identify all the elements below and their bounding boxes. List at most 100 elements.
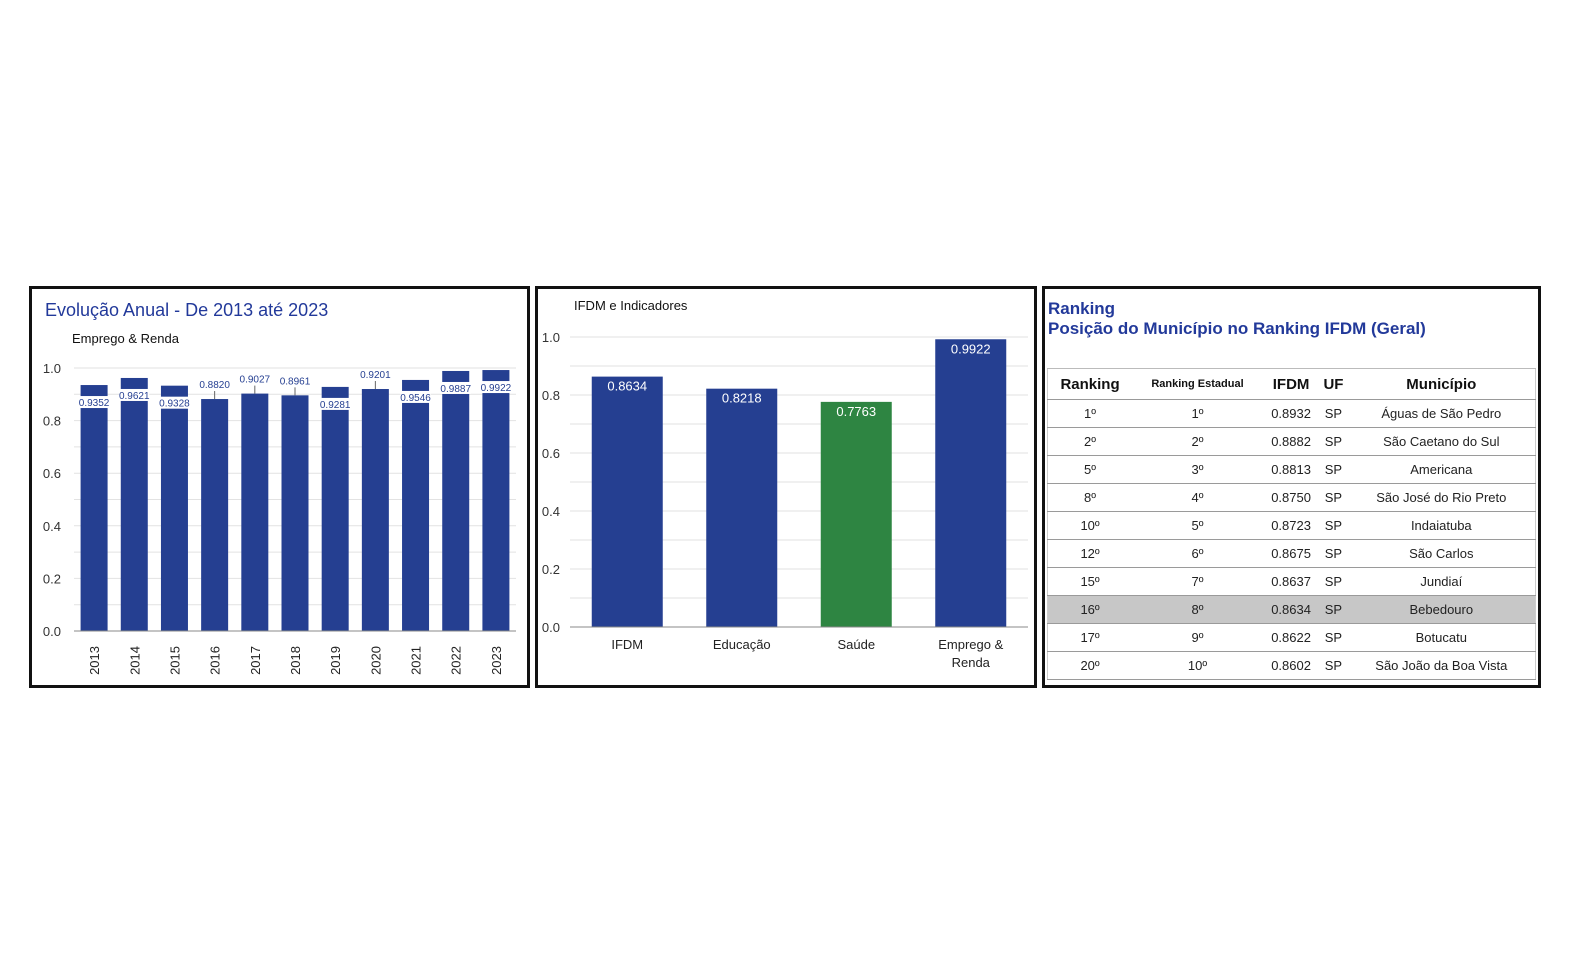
y-tick-label: 1.0 bbox=[43, 361, 61, 376]
y-tick-label: 0.6 bbox=[43, 466, 61, 481]
x-tick-label: Emprego & bbox=[938, 637, 1003, 652]
x-tick-label: 2016 bbox=[208, 646, 223, 675]
cell-ranking-estadual: 1º bbox=[1132, 399, 1263, 428]
cell-uf: SP bbox=[1319, 595, 1348, 624]
label-background bbox=[320, 397, 351, 410]
cell-municipio: São Carlos bbox=[1347, 539, 1536, 568]
cell-municipio: Jundiaí bbox=[1347, 567, 1536, 596]
bar bbox=[241, 393, 269, 631]
cell-ifdm: 0.8622 bbox=[1262, 623, 1320, 652]
ranking-subtitle: Posição do Município no Ranking IFDM (Ge… bbox=[1048, 319, 1426, 338]
cell-municipio: Águas de São Pedro bbox=[1347, 399, 1536, 428]
ranking-table: Ranking Ranking Estadual IFDM UF Municíp… bbox=[1047, 368, 1536, 680]
y-tick-label: 1.0 bbox=[542, 330, 560, 345]
bar bbox=[591, 376, 663, 627]
table-row: 12º 6º 0.8675 SP São Carlos bbox=[1047, 539, 1536, 568]
table-row: 2º 2º 0.8882 SP São Caetano do Sul bbox=[1047, 427, 1536, 456]
cell-ranking-estadual: 9º bbox=[1132, 623, 1263, 652]
x-tick-label: 2015 bbox=[167, 646, 182, 675]
bar bbox=[361, 389, 389, 631]
data-label: 0.8820 bbox=[199, 380, 230, 391]
table-row: 17º 9º 0.8622 SP Botucatu bbox=[1047, 623, 1536, 652]
cell-municipio: Indaiatuba bbox=[1347, 511, 1536, 540]
ranking-title: Ranking bbox=[1048, 299, 1116, 318]
cell-ifdm: 0.8882 bbox=[1262, 427, 1320, 456]
cell-uf: SP bbox=[1319, 427, 1348, 456]
cell-uf: SP bbox=[1319, 511, 1348, 540]
data-label: 0.9621 bbox=[119, 391, 150, 402]
chart-subtitle: Emprego & Renda bbox=[72, 331, 179, 346]
x-tick-label: Saúde bbox=[837, 637, 875, 652]
y-tick-label: 0.8 bbox=[542, 388, 560, 403]
bar bbox=[442, 370, 470, 631]
data-label: 0.9352 bbox=[79, 398, 110, 409]
table-row: 8º 4º 0.8750 SP São José do Rio Preto bbox=[1047, 483, 1536, 512]
ifdm-indicators-panel: IFDM e Indicadores 0.0 0.2 0.4 0.6 0.8 1.0 0.8… bbox=[535, 286, 1037, 688]
cell-ranking: 12º bbox=[1047, 539, 1133, 568]
bar bbox=[482, 370, 510, 631]
y-tick-label: 0.2 bbox=[542, 562, 560, 577]
x-tick-label: 2022 bbox=[449, 646, 464, 675]
x-tick-label: 2021 bbox=[409, 646, 424, 675]
x-tick-label: 2013 bbox=[87, 646, 102, 675]
cell-ranking-estadual: 5º bbox=[1132, 511, 1263, 540]
x-tick-label: Educação bbox=[713, 637, 771, 652]
data-label: 0.9922 bbox=[951, 341, 991, 356]
cell-ranking-estadual: 3º bbox=[1132, 455, 1263, 484]
cell-ranking: 17º bbox=[1047, 623, 1133, 652]
cell-municipio: Botucatu bbox=[1347, 623, 1536, 652]
cell-ifdm: 0.8723 bbox=[1262, 511, 1320, 540]
data-label: 0.9922 bbox=[481, 383, 512, 394]
cell-uf: SP bbox=[1319, 455, 1348, 484]
cell-ifdm: 0.8602 bbox=[1262, 651, 1320, 680]
cell-uf: SP bbox=[1319, 623, 1348, 652]
label-background bbox=[159, 396, 190, 409]
cell-municipio: São José do Rio Preto bbox=[1347, 483, 1536, 512]
column-header-ranking-estadual: Ranking Estadual bbox=[1132, 368, 1263, 400]
cell-uf: SP bbox=[1319, 539, 1348, 568]
data-label: 0.9887 bbox=[440, 384, 471, 395]
cell-ifdm: 0.8750 bbox=[1262, 483, 1320, 512]
x-tick-label: 2020 bbox=[368, 646, 383, 675]
y-tick-label: 0.4 bbox=[542, 504, 560, 519]
label-background bbox=[400, 390, 431, 403]
data-label: 0.9281 bbox=[320, 400, 351, 411]
cell-municipio: Bebedouro bbox=[1347, 595, 1536, 624]
x-tick-label: Renda bbox=[952, 655, 991, 670]
table-row: 15º 7º 0.8637 SP Jundiaí bbox=[1047, 567, 1536, 596]
annual-bar-chart: 0.0 0.2 0.4 0.6 0.8 1.0 0.9352 2013 0.9621 2014 0.… bbox=[43, 361, 516, 675]
cell-uf: SP bbox=[1319, 399, 1348, 428]
y-tick-label: 0.8 bbox=[43, 414, 61, 429]
label-background bbox=[119, 388, 150, 401]
cell-uf: SP bbox=[1319, 651, 1348, 680]
y-tick-label: 0.4 bbox=[43, 519, 61, 534]
x-tick-label: 2019 bbox=[328, 646, 343, 675]
cell-ifdm: 0.8634 bbox=[1262, 595, 1320, 624]
ifdm-bar-chart: 0.0 0.2 0.4 0.6 0.8 1.0 0.8634 IFDM 0.8218 Educaç… bbox=[542, 330, 1028, 670]
cell-municipio: Americana bbox=[1347, 455, 1536, 484]
table-row: 5º 3º 0.8813 SP Americana bbox=[1047, 455, 1536, 484]
label-background bbox=[79, 396, 110, 409]
label-background bbox=[480, 381, 511, 394]
cell-ranking-estadual: 10º bbox=[1132, 651, 1263, 680]
bar bbox=[321, 386, 349, 631]
cell-ranking: 5º bbox=[1047, 455, 1133, 484]
y-tick-label: 0.0 bbox=[43, 624, 61, 639]
data-label: 0.9027 bbox=[240, 375, 271, 386]
bar bbox=[935, 339, 1007, 627]
x-tick-label: 2023 bbox=[489, 646, 504, 675]
data-label: 0.8634 bbox=[607, 379, 647, 394]
table-row: 20º 10º 0.8602 SP São João da Boa Vista bbox=[1047, 651, 1536, 680]
label-background bbox=[440, 381, 471, 394]
x-tick-label: 2018 bbox=[288, 646, 303, 675]
cell-ifdm: 0.8675 bbox=[1262, 539, 1320, 568]
bar bbox=[201, 399, 229, 631]
cell-municipio: São Caetano do Sul bbox=[1347, 427, 1536, 456]
bar bbox=[160, 385, 188, 631]
y-tick-label: 0.6 bbox=[542, 446, 560, 461]
chart-title: Evolução Anual - De 2013 até 2023 bbox=[45, 300, 329, 320]
data-label: 0.9201 bbox=[360, 370, 391, 381]
x-tick-label: IFDM bbox=[611, 637, 643, 652]
data-label: 0.9546 bbox=[400, 393, 431, 404]
ranking-panel: Ranking Posição do Município no Ranking … bbox=[1042, 286, 1541, 688]
